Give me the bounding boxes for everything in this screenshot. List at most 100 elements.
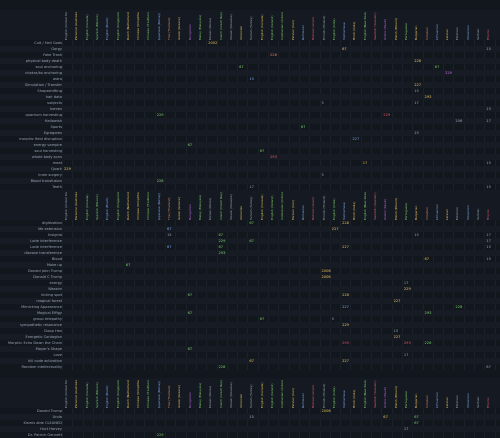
column-header[interactable]: English (Ireland) bbox=[270, 195, 274, 220]
column-header[interactable]: English (Canada) bbox=[84, 194, 89, 220]
table-row[interactable]: Sports 67 bbox=[0, 124, 500, 130]
cell-value[interactable]: 227 bbox=[342, 305, 349, 309]
table-row[interactable]: soul harvesting 67 bbox=[0, 148, 500, 154]
table-row[interactable]: quantum harvesting 229 229 bbox=[0, 112, 500, 118]
column-header[interactable]: English (Canada) bbox=[259, 194, 264, 220]
column-header[interactable]: Persian (Iran) bbox=[290, 387, 295, 408]
column-header[interactable]: Filipino bbox=[486, 397, 491, 408]
column-header[interactable]: Slovenian bbox=[465, 25, 470, 40]
column-header[interactable]: English (Singapore) bbox=[115, 380, 120, 408]
cell-value[interactable]: 2002 bbox=[208, 41, 218, 45]
column-header[interactable]: English (India) bbox=[331, 386, 336, 409]
column-header[interactable]: Polish (Poland) bbox=[393, 386, 398, 408]
table-row[interactable]: Mimicking Appearance 227 228 bbox=[0, 304, 500, 310]
cell-value[interactable]: 228 bbox=[342, 293, 349, 297]
cell-value[interactable]: 67 bbox=[300, 125, 306, 129]
cell-value[interactable]: 293 bbox=[424, 311, 432, 315]
cell-value[interactable]: 293 bbox=[270, 155, 277, 159]
column-header[interactable]: Korean (Korea) bbox=[208, 17, 213, 40]
column-header[interactable]: Thai (Thailand) bbox=[167, 17, 171, 40]
column-header[interactable]: English (Canada) bbox=[259, 382, 264, 408]
cell-value[interactable]: 228 bbox=[342, 221, 349, 225]
column-header[interactable]: Latvian bbox=[445, 396, 450, 408]
cell-value[interactable]: 15 bbox=[393, 329, 399, 333]
cell-value[interactable]: 2006 bbox=[321, 275, 331, 279]
column-header[interactable]: Personal (Australia) bbox=[74, 12, 79, 40]
column-header[interactable]: Hindi (India) bbox=[352, 389, 357, 408]
cell-value[interactable]: 15 bbox=[249, 415, 254, 419]
cell-value[interactable]: 228 bbox=[455, 305, 463, 309]
table-row[interactable]: Donald Trump 2006 bbox=[0, 408, 500, 414]
cell-value[interactable]: 15 bbox=[414, 89, 419, 93]
cell-value[interactable]: 15 bbox=[167, 233, 172, 237]
column-header[interactable]: Vietnamese bbox=[342, 202, 347, 220]
column-header[interactable]: English (Brazil) bbox=[105, 17, 110, 41]
column-header[interactable]: Chinese (Traditional) bbox=[146, 192, 151, 220]
column-header[interactable]: English (New Zealand) bbox=[362, 380, 367, 408]
cell-value[interactable]: 67 bbox=[125, 263, 131, 267]
cell-value[interactable]: 67 bbox=[259, 317, 265, 321]
column-header[interactable]: Latvian bbox=[445, 28, 450, 40]
cell-value[interactable]: 67 bbox=[187, 347, 193, 351]
column-header[interactable]: Czech (Czech Rep) bbox=[218, 380, 223, 408]
column-header[interactable]: Portuguese bbox=[403, 391, 408, 408]
column-header[interactable]: Bulgarian bbox=[414, 25, 419, 40]
table-row[interactable]: energy 17 bbox=[0, 280, 500, 286]
column-header[interactable]: Thai (Thailand) bbox=[167, 385, 171, 408]
column-header[interactable]: English (Singapore) bbox=[115, 192, 120, 220]
cell-value[interactable]: 67 bbox=[424, 257, 430, 261]
column-header[interactable]: Romanian bbox=[300, 204, 305, 220]
table-row[interactable]: Blood transfusion 228 bbox=[0, 178, 500, 184]
cell-value[interactable]: 17 bbox=[486, 119, 491, 123]
column-header[interactable]: Latvian bbox=[445, 208, 450, 220]
cell-value[interactable]: 67 bbox=[414, 421, 419, 425]
column-header[interactable]: English (Ireland) bbox=[270, 15, 274, 40]
column-header[interactable]: English (Canada) bbox=[259, 14, 264, 40]
column-header[interactable]: Croatian bbox=[424, 207, 429, 220]
column-header[interactable]: Thai (Thailand) bbox=[167, 197, 171, 220]
table-row[interactable]: life extension 67 227 bbox=[0, 226, 500, 232]
column-header[interactable]: English (Ireland) bbox=[270, 383, 274, 408]
cell-value[interactable]: 15 bbox=[486, 161, 491, 165]
column-header[interactable]: Slovak (Slovakia) bbox=[228, 14, 233, 40]
column-header[interactable]: Dutch (Netherlands) bbox=[125, 12, 130, 40]
column-header[interactable]: Portuguese bbox=[403, 203, 408, 220]
cell-value[interactable]: 228 bbox=[270, 53, 277, 57]
table-row[interactable]: Blood 67 15 bbox=[0, 256, 500, 262]
cell-value[interactable]: 229 bbox=[156, 433, 164, 437]
column-header[interactable]: Greek (Greece) bbox=[177, 385, 182, 408]
table-row[interactable]: whole body scan 293 bbox=[0, 154, 500, 160]
column-header[interactable]: Estonian bbox=[455, 395, 460, 408]
column-header[interactable]: Arabic (Saudi) bbox=[383, 386, 388, 408]
column-header[interactable]: Slovak (Slovakia) bbox=[228, 194, 233, 220]
cell-value[interactable]: 17 bbox=[403, 427, 409, 431]
cell-value[interactable]: 17 bbox=[249, 185, 254, 189]
cell-value[interactable]: 67 bbox=[187, 293, 193, 297]
column-header[interactable]: Serbian bbox=[476, 396, 480, 408]
table-row[interactable]: Insignia 15 67 15 17 bbox=[0, 232, 500, 238]
table-row[interactable]: energy vampire 67 bbox=[0, 142, 500, 148]
column-header[interactable]: Arabic (Saudi) bbox=[383, 198, 388, 220]
column-header[interactable]: Swedish (Sweden) bbox=[373, 192, 377, 220]
column-header[interactable]: Slovenian bbox=[465, 205, 470, 220]
cell-value[interactable]: 67 bbox=[486, 365, 491, 369]
table-row[interactable]: Teeth 17 15 bbox=[0, 184, 500, 190]
cell-value[interactable]: 5 bbox=[321, 173, 324, 177]
column-header[interactable]: Slovak (Slovakia) bbox=[228, 382, 233, 408]
table-row[interactable]: digitization 67 228 bbox=[0, 220, 500, 226]
table-row[interactable]: morphic field disruption 227 bbox=[0, 136, 500, 142]
cell-value[interactable]: 17 bbox=[486, 239, 491, 243]
column-header[interactable]: Ukrainian bbox=[239, 393, 244, 408]
cell-value[interactable]: 229 bbox=[218, 239, 226, 243]
table-row[interactable]: knee surgery 5 bbox=[0, 172, 500, 178]
cell-value[interactable]: 15 bbox=[486, 47, 491, 51]
cell-value[interactable]: 67 bbox=[239, 65, 244, 69]
column-header[interactable]: Korean (Korea) bbox=[208, 197, 213, 220]
cell-value[interactable]: 15 bbox=[486, 185, 491, 189]
table-row[interactable]: Fake Trash 228 bbox=[0, 52, 500, 58]
column-header[interactable]: Dutch (Netherlands) bbox=[125, 380, 130, 408]
cell-value[interactable]: 17 bbox=[403, 353, 409, 357]
column-header[interactable]: Czech (Czech Rep) bbox=[218, 192, 223, 220]
cell-value[interactable]: 67 bbox=[259, 149, 265, 153]
column-header[interactable]: English (United States) bbox=[64, 192, 68, 220]
